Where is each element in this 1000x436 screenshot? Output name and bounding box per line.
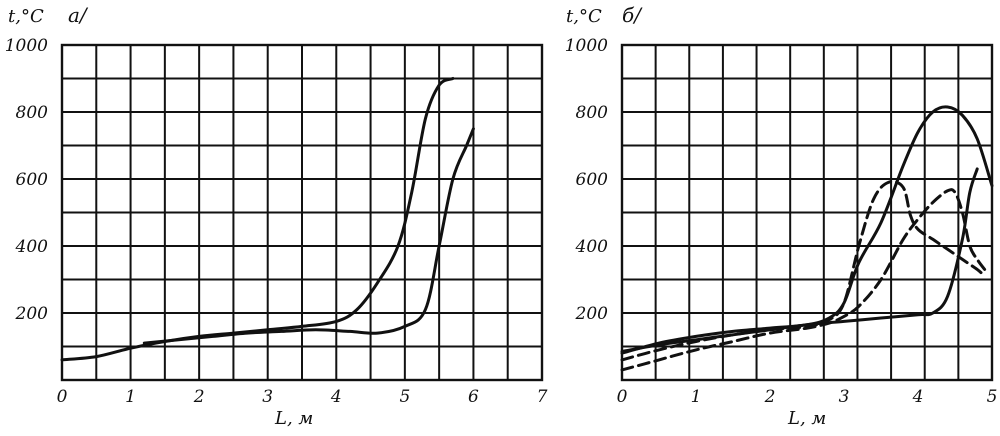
panel-a-y-tick-label: 1000 (5, 36, 48, 56)
panel-a-series-2-line (142, 127, 475, 345)
panel-b-x-tick-label: 3 (839, 387, 850, 407)
panel-a-grid (62, 45, 542, 380)
panel-a-y-tick-label: 600 (16, 170, 49, 190)
panel-b-label: б/ (622, 3, 643, 27)
panel-b-x-tick-label: 0 (617, 387, 628, 407)
panel-a-chart: 0 1 2 3 4 5 6 7 200 400 600 800 1000 t,°C a/ L, м (5, 3, 548, 429)
panel-a-y-tick-label: 800 (16, 103, 49, 123)
panel-a-label: a/ (68, 3, 89, 27)
panel-b-y-tick-label: 600 (576, 170, 609, 190)
panel-b-x-tick-label: 1 (691, 387, 702, 407)
panel-b-series-4-line (620, 188, 987, 372)
panel-b-x-tick-label: 2 (764, 387, 776, 407)
panel-b-xlabel: L, м (787, 408, 826, 429)
panel-a-x-tick-label: 7 (537, 387, 548, 407)
panel-b-chart: 0 1 2 3 4 5 200 400 600 800 1000 t,°C б/ L, м (565, 3, 998, 429)
panel-a-x-tick-label: 2 (193, 387, 205, 407)
panel-a-ticks: 0 1 2 3 4 5 6 7 200 400 600 800 1000 (5, 36, 548, 407)
panel-b-ticks: 0 1 2 3 4 5 200 400 600 800 1000 (565, 36, 998, 407)
panel-b-series-1-line (620, 105, 994, 355)
panel-b-y-tick-label: 200 (575, 304, 609, 324)
panel-b-grid (622, 45, 992, 380)
panel-b-y-tick-label: 400 (575, 237, 609, 257)
panel-b-frame (620, 43, 994, 382)
panel-a-x-tick-label: 4 (330, 387, 342, 407)
panel-b-ylabel: t,°C (566, 6, 602, 27)
panel-b-series-layer (620, 105, 994, 372)
panel-a-series-1-line (60, 77, 455, 362)
panel-a-x-tick-label: 5 (399, 387, 410, 407)
panel-a-y-tick-label: 400 (15, 237, 49, 257)
panel-a-frame (60, 43, 544, 382)
panel-a-x-tick-label: 3 (262, 387, 273, 407)
panel-a-x-tick-label: 1 (125, 387, 136, 407)
panel-a-x-tick-label: 0 (57, 387, 68, 407)
panel-b-x-tick-label: 4 (912, 387, 924, 407)
panel-b-series-3-line (620, 180, 987, 362)
panel-b-y-tick-label: 1000 (565, 36, 608, 56)
panel-a-xlabel: L, м (274, 408, 313, 429)
panel-b-series-2-line (620, 167, 979, 353)
panel-b-y-tick-label: 800 (576, 103, 609, 123)
panel-b-x-tick-label: 5 (987, 387, 998, 407)
panel-a-x-tick-label: 6 (468, 387, 479, 407)
panel-a-series-layer (60, 77, 475, 362)
panel-a-y-tick-label: 200 (15, 304, 49, 324)
panel-a-ylabel: t,°C (8, 6, 44, 27)
